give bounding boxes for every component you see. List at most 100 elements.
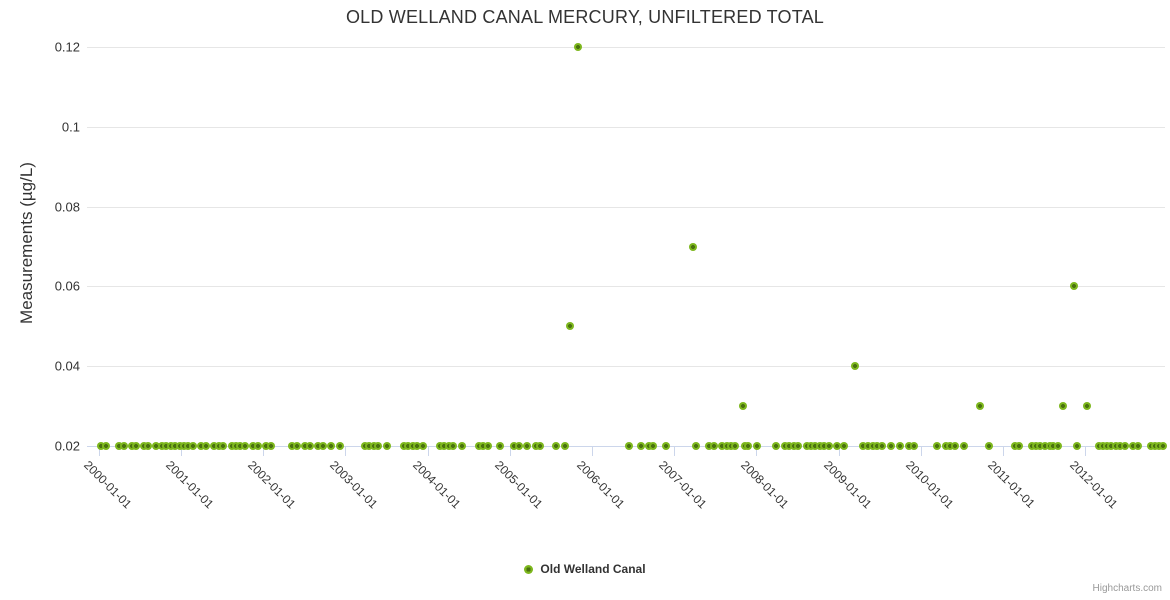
data-point[interactable] — [214, 442, 223, 450]
data-point[interactable] — [637, 442, 646, 450]
data-point[interactable] — [171, 442, 180, 450]
data-point[interactable] — [941, 442, 950, 450]
data-point[interactable] — [1158, 442, 1167, 450]
data-point[interactable] — [1146, 442, 1155, 450]
data-point[interactable] — [839, 442, 848, 450]
data-point[interactable] — [408, 442, 417, 450]
data-point[interactable] — [161, 442, 170, 450]
data-point[interactable] — [859, 442, 868, 450]
data-point[interactable] — [175, 442, 184, 450]
data-point[interactable] — [262, 442, 271, 450]
data-point[interactable] — [288, 442, 297, 450]
data-point[interactable] — [1120, 442, 1129, 450]
data-point[interactable] — [292, 442, 301, 450]
data-point[interactable] — [1128, 442, 1137, 450]
data-point[interactable] — [139, 442, 148, 450]
data-point[interactable] — [624, 442, 633, 450]
data-point[interactable] — [565, 322, 574, 331]
data-point[interactable] — [360, 442, 369, 450]
data-point[interactable] — [440, 442, 449, 450]
data-point[interactable] — [301, 442, 310, 450]
data-point[interactable] — [475, 442, 484, 450]
data-point[interactable] — [197, 442, 206, 450]
data-point[interactable] — [722, 442, 731, 450]
data-point[interactable] — [132, 442, 141, 450]
data-point[interactable] — [419, 442, 427, 450]
data-point[interactable] — [166, 442, 175, 450]
data-point[interactable] — [688, 242, 697, 251]
data-point[interactable] — [976, 402, 985, 411]
data-point[interactable] — [752, 442, 761, 450]
data-point[interactable] — [365, 442, 374, 450]
data-point[interactable] — [179, 442, 188, 450]
data-point[interactable] — [188, 442, 197, 450]
data-point[interactable] — [127, 442, 136, 450]
data-point[interactable] — [1072, 442, 1081, 450]
data-point[interactable] — [253, 442, 262, 450]
data-point[interactable] — [985, 442, 994, 450]
data-point[interactable] — [404, 442, 413, 450]
data-point[interactable] — [744, 442, 753, 450]
data-point[interactable] — [536, 442, 545, 450]
data-point[interactable] — [946, 442, 955, 450]
data-point[interactable] — [318, 442, 327, 450]
data-point[interactable] — [726, 442, 735, 450]
data-point[interactable] — [785, 442, 794, 450]
data-point[interactable] — [1094, 442, 1103, 450]
data-point[interactable] — [662, 442, 671, 450]
data-point[interactable] — [115, 442, 124, 450]
data-point[interactable] — [820, 442, 829, 450]
data-point[interactable] — [449, 442, 458, 450]
data-point[interactable] — [335, 442, 344, 450]
data-point[interactable] — [772, 442, 781, 450]
data-point[interactable] — [815, 442, 824, 450]
legend-item-old-welland-canal[interactable]: Old Welland Canal — [524, 562, 646, 576]
data-point[interactable] — [789, 442, 798, 450]
data-point[interactable] — [522, 442, 531, 450]
data-point[interactable] — [1070, 282, 1079, 291]
data-point[interactable] — [909, 442, 918, 450]
data-point[interactable] — [412, 442, 421, 450]
data-point[interactable] — [904, 442, 913, 450]
data-point[interactable] — [1036, 442, 1045, 450]
data-point[interactable] — [560, 442, 569, 450]
data-point[interactable] — [692, 442, 701, 450]
data-point[interactable] — [705, 442, 714, 450]
data-point[interactable] — [240, 442, 249, 450]
data-point[interactable] — [824, 442, 833, 450]
data-point[interactable] — [373, 442, 382, 450]
data-point[interactable] — [1027, 442, 1036, 450]
data-point[interactable] — [531, 442, 540, 450]
data-point[interactable] — [327, 442, 336, 450]
data-point[interactable] — [1133, 442, 1142, 450]
data-point[interactable] — [959, 442, 968, 450]
data-point[interactable] — [1015, 442, 1024, 450]
data-point[interactable] — [850, 362, 859, 371]
data-point[interactable] — [718, 442, 727, 450]
data-point[interactable] — [806, 442, 815, 450]
data-point[interactable] — [644, 442, 653, 450]
data-point[interactable] — [514, 442, 523, 450]
data-point[interactable] — [950, 442, 959, 450]
data-point[interactable] — [1116, 442, 1125, 450]
data-point[interactable] — [457, 442, 466, 450]
data-point[interactable] — [1111, 442, 1120, 450]
data-point[interactable] — [227, 442, 236, 450]
data-point[interactable] — [932, 442, 941, 450]
data-point[interactable] — [399, 442, 408, 450]
data-point[interactable] — [1150, 442, 1159, 450]
highcharts-credits-link[interactable]: Highcharts.com — [1092, 583, 1162, 594]
data-point[interactable] — [444, 442, 453, 450]
data-point[interactable] — [709, 442, 718, 450]
data-point[interactable] — [152, 442, 161, 450]
data-point[interactable] — [811, 442, 820, 450]
data-point[interactable] — [184, 442, 193, 450]
data-point[interactable] — [877, 442, 886, 450]
data-point[interactable] — [231, 442, 240, 450]
data-point[interactable] — [552, 442, 561, 450]
data-point[interactable] — [833, 442, 842, 450]
data-point[interactable] — [144, 442, 153, 450]
data-point[interactable] — [873, 442, 882, 450]
data-point[interactable] — [266, 442, 275, 450]
data-point[interactable] — [157, 442, 166, 450]
